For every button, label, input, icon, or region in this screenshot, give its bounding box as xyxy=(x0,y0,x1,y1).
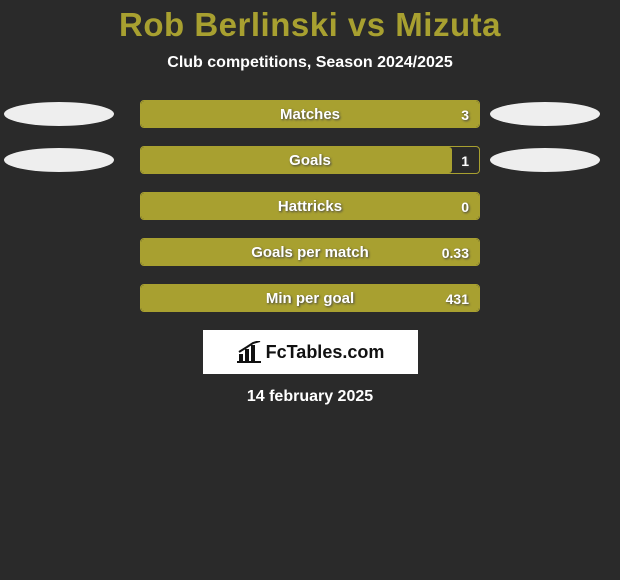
page-title: Rob Berlinski vs Mizuta xyxy=(0,6,620,44)
stat-value: 0 xyxy=(461,193,469,220)
stat-row: Hattricks0 xyxy=(0,192,620,220)
player-marker-left xyxy=(4,148,114,172)
stats-list: Matches3Goals1Hattricks0Goals per match0… xyxy=(0,100,620,312)
stat-value: 431 xyxy=(446,285,469,312)
stat-label: Goals xyxy=(141,147,479,174)
stat-bar: Hattricks0 xyxy=(140,192,480,220)
date-label: 14 february 2025 xyxy=(0,388,620,406)
subtitle: Club competitions, Season 2024/2025 xyxy=(0,54,620,72)
player-marker-right xyxy=(490,148,600,172)
stat-bar: Min per goal431 xyxy=(140,284,480,312)
stat-row: Min per goal431 xyxy=(0,284,620,312)
stat-value: 3 xyxy=(461,101,469,128)
player-marker-left xyxy=(4,102,114,126)
stat-row: Goals1 xyxy=(0,146,620,174)
stat-label: Hattricks xyxy=(141,193,479,220)
stat-label: Min per goal xyxy=(141,285,479,312)
stat-value: 0.33 xyxy=(442,239,469,266)
stat-label: Goals per match xyxy=(141,239,479,266)
stat-row: Goals per match0.33 xyxy=(0,238,620,266)
stat-label: Matches xyxy=(141,101,479,128)
logo-text: FcTables.com xyxy=(266,342,385,363)
stat-bar: Goals per match0.33 xyxy=(140,238,480,266)
stat-bar: Goals1 xyxy=(140,146,480,174)
player-marker-right xyxy=(490,102,600,126)
logo-box[interactable]: FcTables.com xyxy=(203,330,418,374)
stat-bar: Matches3 xyxy=(140,100,480,128)
bar-chart-icon xyxy=(236,341,262,363)
stats-card: Rob Berlinski vs Mizuta Club competition… xyxy=(0,0,620,406)
stat-value: 1 xyxy=(461,147,469,174)
stat-row: Matches3 xyxy=(0,100,620,128)
